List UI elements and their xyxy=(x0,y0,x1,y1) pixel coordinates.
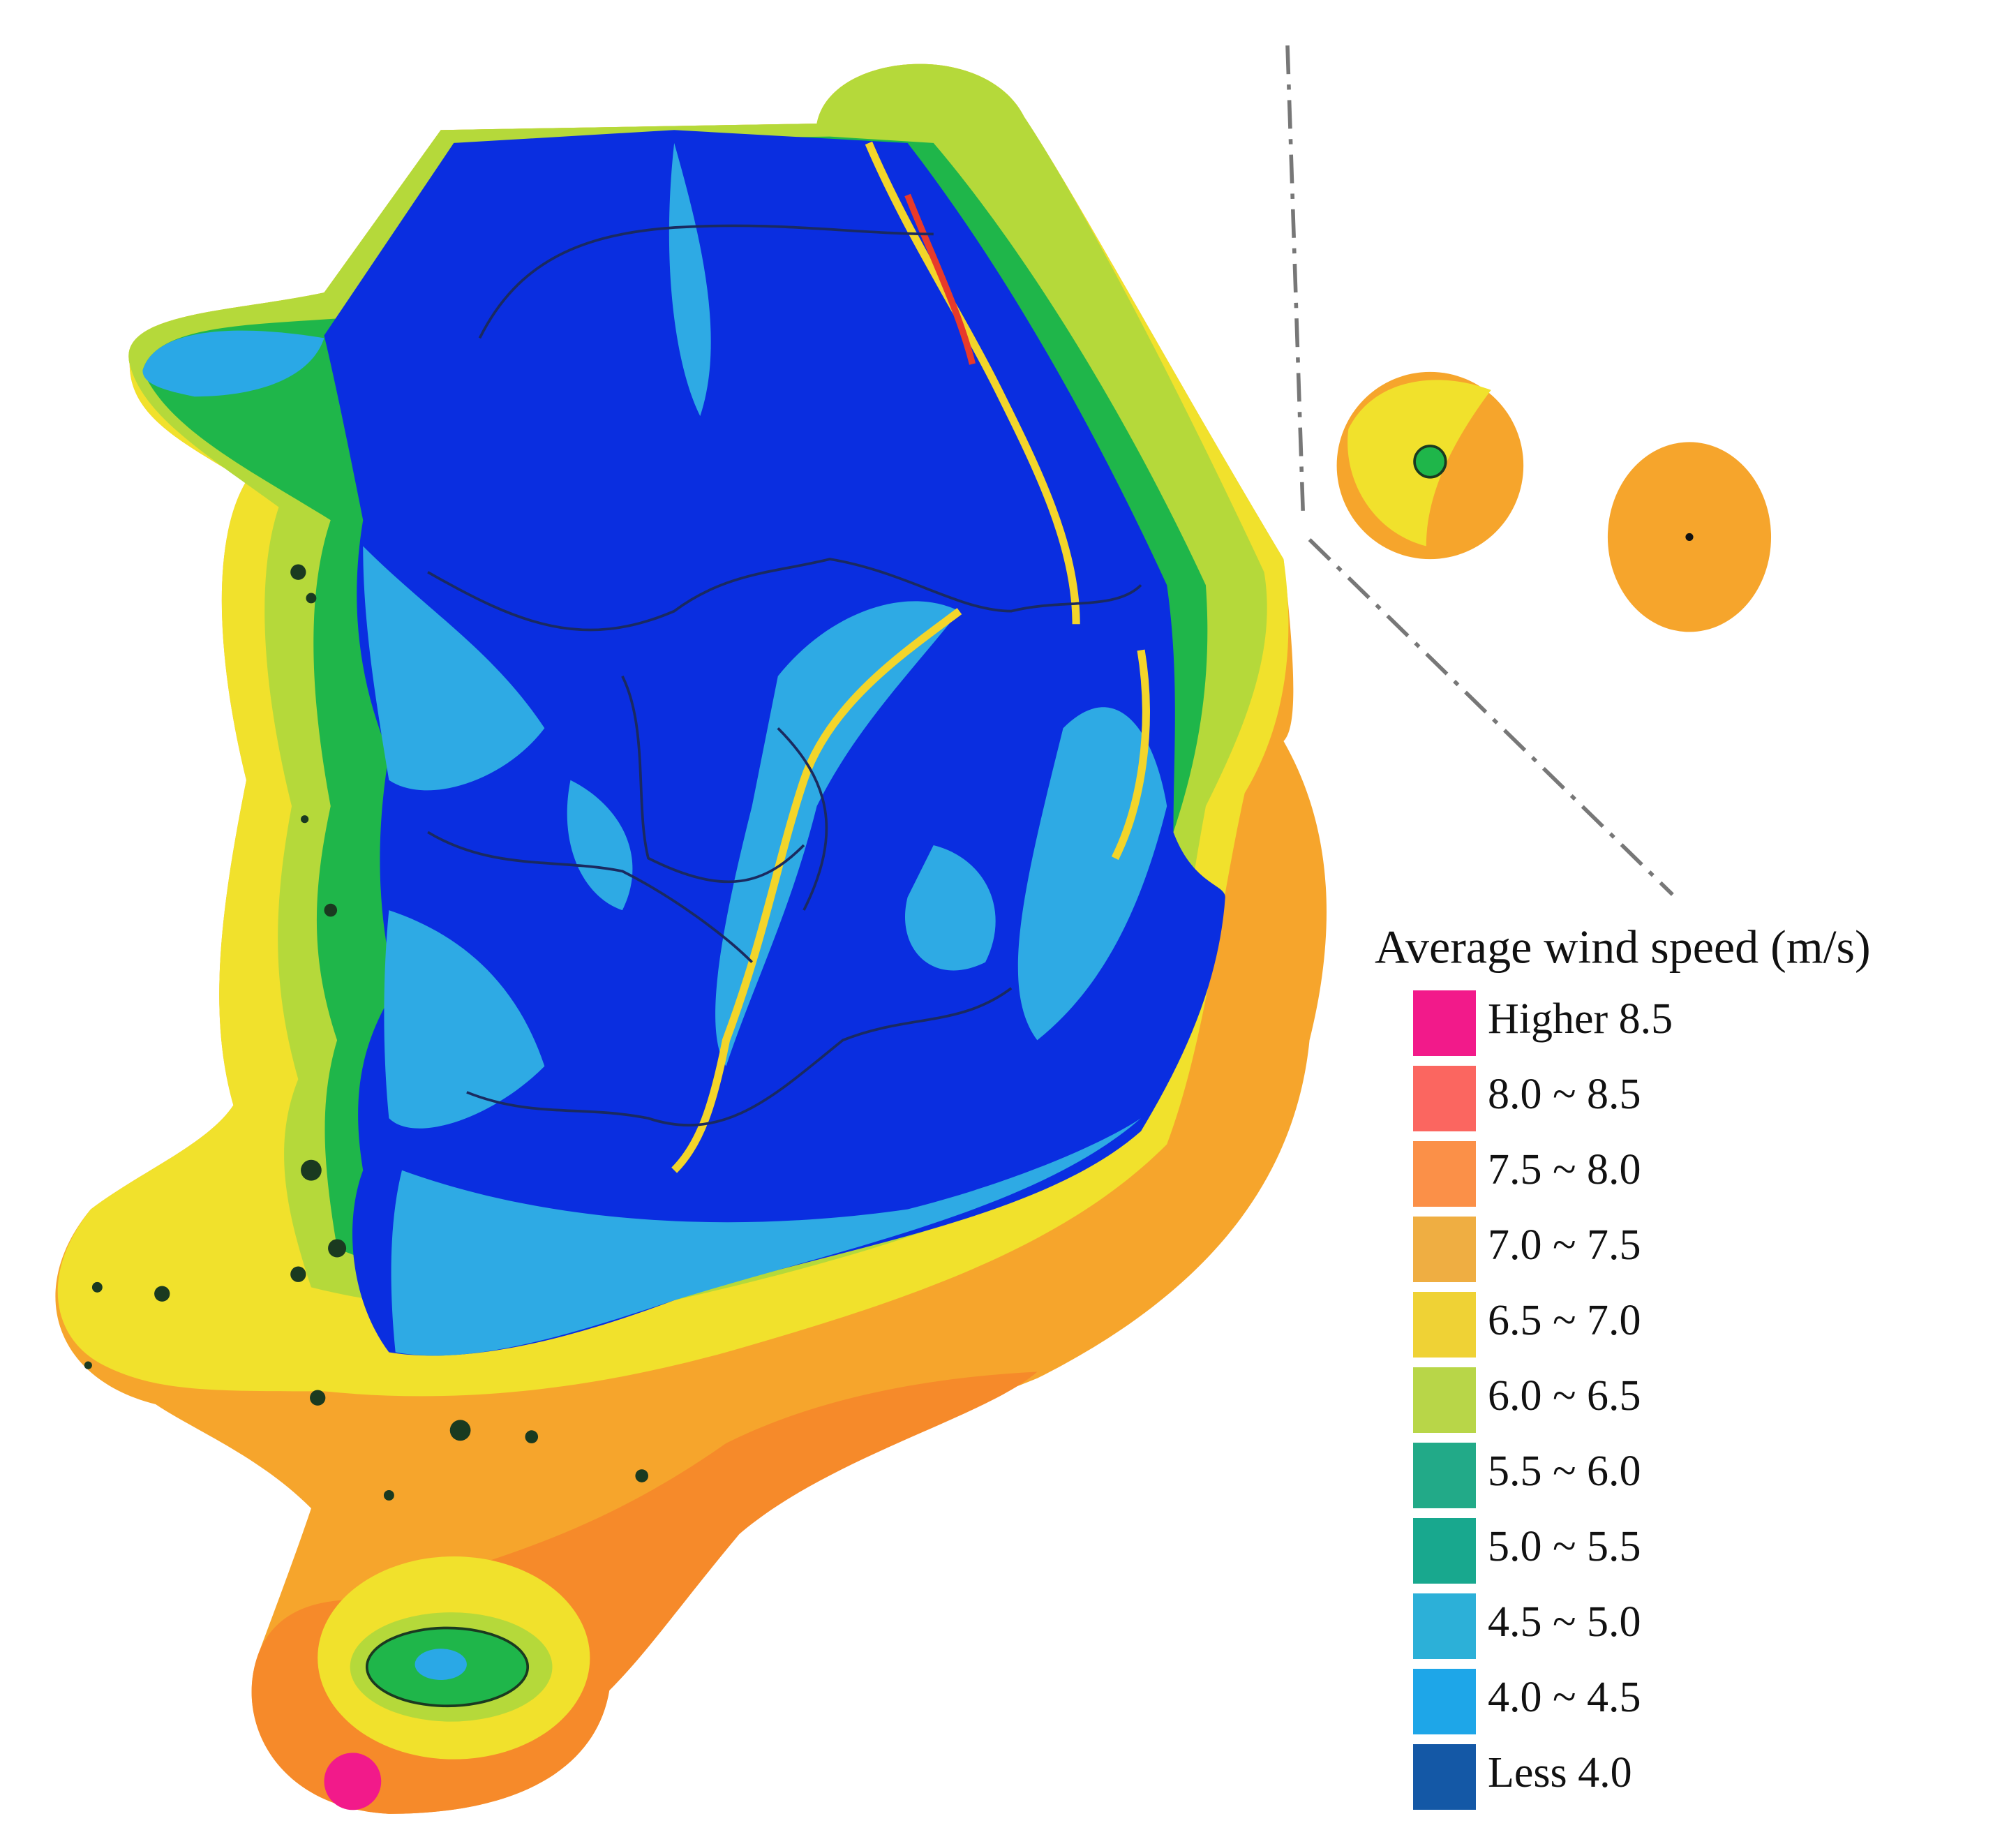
legend-label: 5.5 ~ 6.0 xyxy=(1488,1448,1641,1495)
inset-divider xyxy=(1285,45,1674,896)
legend-swatch xyxy=(1413,1367,1476,1433)
province-borders xyxy=(427,224,1142,1126)
low-wind-patches xyxy=(363,142,1167,1356)
legend-label: 6.5 ~ 7.0 xyxy=(1488,1297,1641,1344)
dokdo-island xyxy=(1685,533,1694,542)
legend-label: Higher 8.5 xyxy=(1488,995,1673,1043)
jeju-peak xyxy=(415,1649,467,1680)
legend-label: 6.0 ~ 6.5 xyxy=(1488,1372,1641,1420)
legend-swatch xyxy=(1413,1292,1476,1358)
coast-islands xyxy=(84,564,648,1501)
ridge-lines xyxy=(671,141,1150,1173)
legend-swatch xyxy=(1413,1744,1476,1810)
legend-label: 5.0 ~ 5.5 xyxy=(1488,1523,1641,1570)
ulleung-island xyxy=(1413,445,1447,479)
legend-label: 7.5 ~ 8.0 xyxy=(1488,1146,1641,1193)
legend-label: 4.0 ~ 4.5 xyxy=(1488,1674,1641,1721)
legend-swatch xyxy=(1413,990,1476,1056)
legend-swatch xyxy=(1413,1593,1476,1659)
ridge-red xyxy=(904,193,976,365)
legend: Higher 8.5 8.0 ~ 8.5 7.5 ~ 8.0 7.0 ~ 7.5 6.5… xyxy=(1413,990,1673,1810)
legend-swatch xyxy=(1413,1066,1476,1131)
legend-swatch xyxy=(1413,1217,1476,1282)
legend-swatch xyxy=(1413,1141,1476,1207)
legend-label: Less 4.0 xyxy=(1488,1749,1632,1797)
legend-swatch xyxy=(1413,1669,1476,1734)
legend-swatch xyxy=(1413,1518,1476,1584)
legend-label: 7.0 ~ 7.5 xyxy=(1488,1221,1641,1269)
map-drawing xyxy=(55,45,1772,1814)
high-wind-spot xyxy=(324,1753,382,1810)
legend-title: Average wind speed (m/s) xyxy=(1375,921,1871,974)
zone-cyan-nw xyxy=(142,330,324,397)
legend-label: 4.5 ~ 5.0 xyxy=(1488,1598,1641,1646)
legend-label: 8.0 ~ 8.5 xyxy=(1488,1071,1641,1118)
legend-swatch xyxy=(1413,1443,1476,1508)
